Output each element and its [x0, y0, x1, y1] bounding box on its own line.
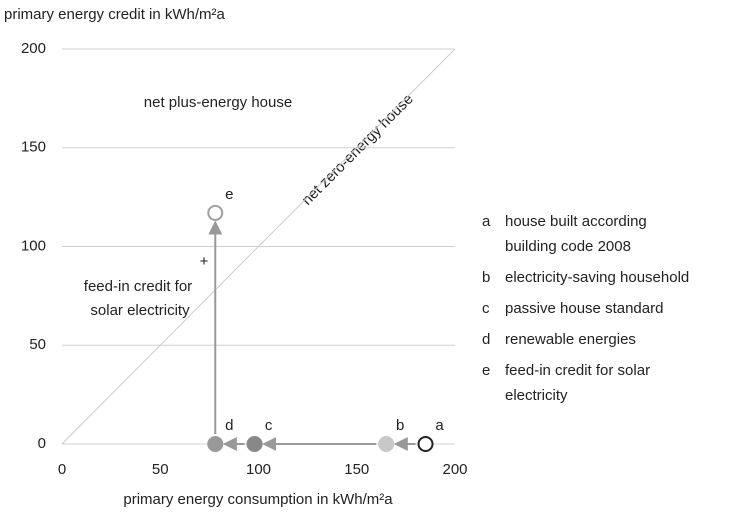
x-tick-label: 100: [246, 461, 271, 478]
point: [378, 436, 395, 452]
point: [207, 204, 224, 221]
legend-key: d: [482, 331, 490, 348]
y-tick-label: 200: [21, 40, 46, 57]
legend-text: passive house standard: [505, 300, 663, 317]
point: [417, 436, 434, 452]
point: [246, 436, 263, 452]
legend-text: feed-in credit for solar: [505, 362, 650, 379]
legend-key: a: [482, 213, 491, 230]
y-tick-label: 0: [38, 435, 46, 452]
y-axis-label: primary energy credit in kWh/m²a: [4, 6, 226, 23]
point-label: e: [225, 186, 233, 203]
x-axis-label: primary energy consumption in kWh/m²a: [123, 491, 393, 508]
legend-key: e: [482, 362, 490, 379]
point-label: a: [435, 417, 444, 434]
legend-text: house built according: [505, 213, 647, 230]
point-label: b: [396, 417, 404, 434]
y-tick-label: 100: [21, 237, 46, 254]
x-tick-label: 50: [152, 461, 169, 478]
legend-key: c: [482, 300, 490, 317]
legend-text: renewable energies: [505, 331, 636, 348]
legend-text: electricity-saving household: [505, 269, 689, 286]
x-tick-label: 200: [442, 461, 467, 478]
annotation: net plus-energy house: [144, 94, 292, 111]
annotation: +: [200, 253, 209, 270]
x-tick-label: 0: [58, 461, 66, 478]
legend-text: electricity: [505, 387, 568, 404]
y-tick-label: 150: [21, 139, 46, 156]
zero-line: [61, 48, 456, 445]
legend-text: building code 2008: [505, 238, 631, 255]
point: [207, 436, 224, 452]
y-tick-label: 50: [29, 336, 46, 353]
x-tick-label: 150: [344, 461, 369, 478]
point-label: d: [225, 417, 233, 434]
legend-key: b: [482, 269, 490, 286]
point-label: c: [265, 417, 273, 434]
annotation: net zero-energy house: [299, 91, 417, 209]
annotation: feed-in credit for: [84, 278, 192, 295]
annotation: solar electricity: [90, 302, 190, 319]
